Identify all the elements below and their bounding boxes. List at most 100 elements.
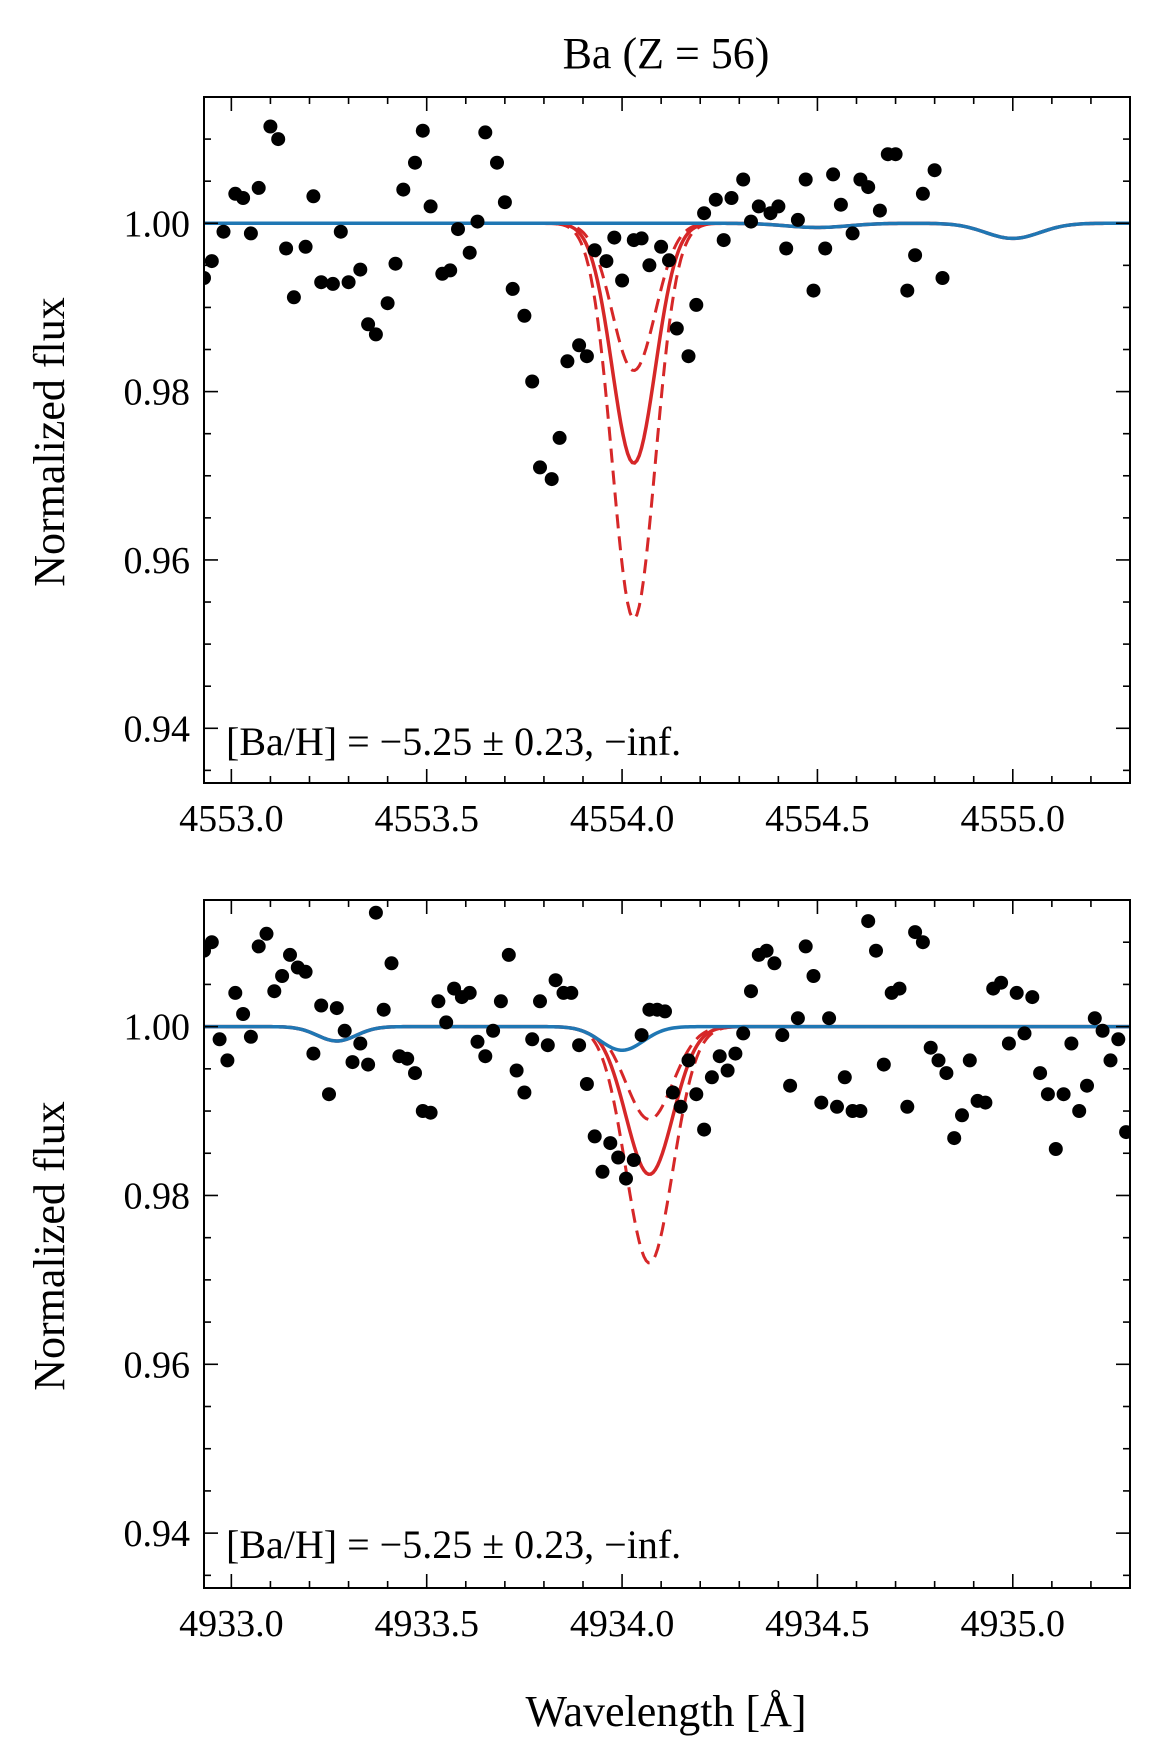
data-point	[572, 1038, 587, 1053]
data-point	[736, 172, 751, 187]
data-point	[478, 1049, 493, 1064]
data-point	[212, 1032, 227, 1047]
y-axis-label-top: Normalized flux	[25, 297, 74, 587]
annotation-bottom: [Ba/H] = −5.25 ± 0.23, −inf.	[226, 1522, 681, 1567]
data-point	[251, 180, 266, 195]
data-point	[818, 241, 833, 256]
data-point	[994, 975, 1009, 990]
data-point	[931, 1053, 946, 1068]
data-point	[314, 275, 329, 290]
data-point	[548, 973, 563, 988]
x-tick-label: 4934.5	[765, 1603, 870, 1645]
data-point	[724, 191, 739, 205]
data-point	[830, 1099, 844, 1114]
data-point	[525, 374, 540, 389]
x-tick-label: 4553.0	[179, 798, 284, 840]
data-point	[888, 147, 903, 162]
y-tick-label: 0.94	[124, 708, 191, 750]
data-point	[341, 275, 356, 290]
data-point	[1048, 1142, 1063, 1156]
data-point	[955, 1108, 969, 1123]
data-point	[478, 125, 493, 140]
data-point	[579, 1077, 594, 1091]
data-point	[689, 297, 704, 312]
plot-area	[204, 119, 1130, 621]
data-point	[806, 969, 821, 983]
y-tick-label: 0.98	[124, 1175, 191, 1217]
data-point	[759, 943, 774, 958]
data-point	[1040, 1087, 1055, 1102]
data-point	[978, 1095, 993, 1110]
data-point	[1025, 990, 1040, 1005]
data-point	[204, 935, 219, 950]
data-point	[1087, 1011, 1102, 1026]
data-point	[423, 199, 438, 214]
data-point	[1056, 1087, 1071, 1102]
data-point	[771, 199, 786, 214]
y-tick-label: 0.98	[124, 372, 191, 414]
data-point	[853, 1104, 868, 1118]
data-point	[708, 192, 723, 207]
data-point	[619, 1171, 633, 1186]
data-point	[662, 253, 676, 268]
data-point	[587, 1129, 602, 1144]
x-tick-label: 4553.5	[374, 798, 479, 840]
x-tick-label: 4933.0	[179, 1603, 284, 1645]
data-point	[798, 939, 813, 954]
data-point	[892, 981, 907, 996]
x-tick-label: 4935.0	[961, 1603, 1066, 1645]
data-point	[275, 969, 290, 983]
data-point	[243, 226, 258, 241]
data-point	[935, 271, 950, 285]
data-point	[681, 349, 696, 364]
data-point	[775, 1028, 790, 1043]
data-point	[697, 1122, 712, 1137]
data-point	[927, 163, 942, 178]
data-point	[380, 296, 395, 311]
data-point	[607, 230, 622, 245]
y-axis-label-bottom: Normalized flux	[25, 1101, 74, 1391]
data-point	[603, 1136, 618, 1151]
data-point	[1001, 1036, 1016, 1051]
data-point	[783, 1078, 798, 1093]
data-point	[220, 1053, 235, 1068]
data-point	[325, 276, 340, 291]
data-point	[689, 1087, 704, 1102]
data-point	[361, 317, 376, 332]
data-point	[493, 994, 508, 1009]
data-point	[845, 226, 860, 241]
data-point	[490, 155, 504, 170]
data-point	[1095, 1023, 1110, 1038]
data-point	[790, 1011, 805, 1026]
annotation-top: [Ba/H] = −5.25 ± 0.23, −inf.	[226, 719, 681, 764]
data-point	[915, 186, 930, 201]
data-point	[939, 1066, 954, 1081]
data-point	[697, 206, 712, 221]
data-point	[451, 222, 465, 237]
data-point	[544, 472, 559, 487]
data-point	[243, 1029, 258, 1044]
data-point	[552, 430, 567, 445]
data-point	[1009, 985, 1024, 1000]
data-point	[408, 1066, 422, 1081]
data-point	[533, 460, 547, 475]
data-point	[837, 1070, 852, 1085]
data-point	[704, 1070, 719, 1085]
data-point	[470, 1034, 485, 1049]
data-point	[337, 1023, 352, 1038]
data-point	[345, 1055, 360, 1070]
data-point	[947, 1131, 962, 1146]
fit-upper-line	[204, 1025, 1130, 1265]
data-point	[228, 985, 243, 1000]
data-point	[1033, 1066, 1048, 1081]
data-point	[767, 956, 782, 971]
data-point	[396, 182, 411, 197]
data-point	[497, 195, 512, 210]
data-point	[876, 1057, 891, 1072]
x-axis-label: Wavelength [Å]	[525, 1687, 806, 1736]
data-point	[665, 1085, 680, 1100]
data-point	[923, 1040, 938, 1055]
data-point	[1064, 1036, 1079, 1051]
data-point	[1072, 1104, 1087, 1118]
data-point	[872, 203, 887, 218]
